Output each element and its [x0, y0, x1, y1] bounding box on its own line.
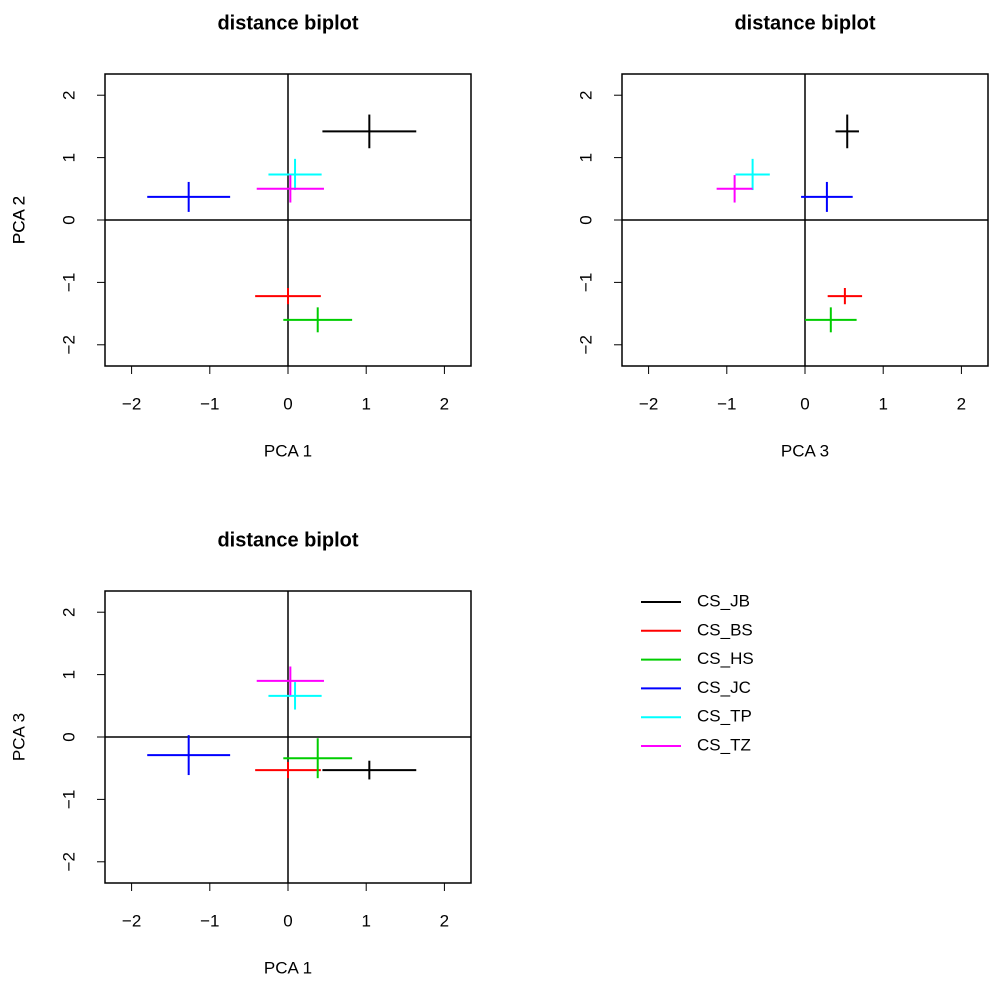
y-tick-label: 0	[59, 215, 78, 224]
x-tick-label: 2	[957, 394, 966, 413]
plot-frame	[104, 590, 472, 884]
legend-label: CS_TP	[697, 707, 752, 726]
x-tick-label: 0	[800, 394, 809, 413]
x-tick-label: −1	[200, 911, 219, 930]
legend-label: CS_HS	[697, 649, 754, 668]
y-tick-label: 0	[59, 732, 78, 741]
chart-title: distance biplot	[217, 12, 358, 34]
x-tick-label: 2	[440, 911, 449, 930]
y-tick-label: 0	[576, 215, 595, 224]
x-tick-label: 0	[283, 394, 292, 413]
y-axis-label: PCA 2	[9, 196, 28, 244]
x-tick-label: −2	[122, 394, 141, 413]
y-tick-label: 2	[59, 90, 78, 99]
x-axis-label: PCA 1	[264, 958, 312, 977]
legend-label: CS_JB	[697, 591, 750, 610]
y-tick-label: −1	[59, 790, 78, 809]
y-axis-label: PCA 3	[9, 713, 28, 761]
x-axis-label: PCA 3	[781, 441, 829, 460]
plot-frame	[621, 73, 989, 367]
legend-label: CS_TZ	[697, 735, 751, 754]
x-tick-label: −2	[122, 911, 141, 930]
y-tick-label: −1	[576, 273, 595, 292]
y-tick-label: −2	[59, 335, 78, 354]
y-tick-label: −2	[59, 852, 78, 871]
y-tick-label: 2	[576, 90, 595, 99]
x-tick-label: 2	[440, 394, 449, 413]
chart-title: distance biplot	[734, 12, 875, 34]
y-tick-label: 1	[59, 670, 78, 679]
y-tick-label: −1	[59, 273, 78, 292]
x-tick-label: 0	[283, 911, 292, 930]
plot-frame	[104, 73, 472, 367]
y-tick-label: 1	[576, 153, 595, 162]
y-tick-label: 1	[59, 153, 78, 162]
x-axis-label: PCA 1	[264, 441, 312, 460]
y-tick-label: 2	[59, 607, 78, 616]
y-tick-label: −2	[576, 335, 595, 354]
chart-title: distance biplot	[217, 529, 358, 551]
x-tick-label: 1	[361, 911, 370, 930]
x-tick-label: −1	[717, 394, 736, 413]
legend-label: CS_BS	[697, 620, 753, 639]
x-tick-label: 1	[878, 394, 887, 413]
y-axis-label: PCA 2	[9, 196, 28, 244]
x-tick-label: −1	[200, 394, 219, 413]
x-tick-label: −2	[639, 394, 658, 413]
legend-label: CS_JC	[697, 678, 751, 697]
x-tick-label: 1	[361, 394, 370, 413]
